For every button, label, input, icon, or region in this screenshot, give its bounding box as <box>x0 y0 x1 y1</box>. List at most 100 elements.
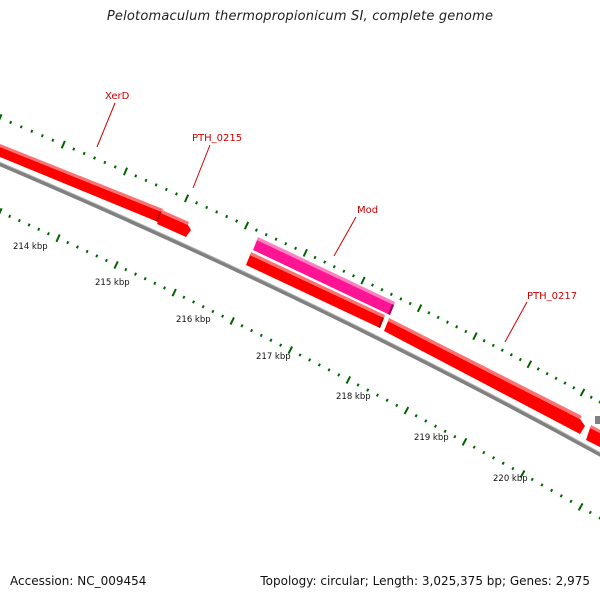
outer-track-major-tick <box>122 167 129 176</box>
inner-track-minor-tick <box>424 419 428 423</box>
inner-tick-track <box>0 207 600 520</box>
inner-track-minor-tick <box>511 466 515 471</box>
outer-track-minor-tick <box>154 183 158 187</box>
outer-track-minor-tick <box>205 205 209 210</box>
inner-track-minor-tick <box>37 227 41 232</box>
outer-track-minor-tick <box>589 395 593 399</box>
outer-track-minor-tick <box>51 138 55 142</box>
inner-track-major-tick <box>113 260 119 270</box>
inner-track-minor-tick <box>153 281 157 286</box>
kbp-label-216: 216 kbp <box>176 315 211 325</box>
outer-track-minor-tick <box>482 339 486 343</box>
inner-track-minor-tick <box>472 445 476 449</box>
inner-track-minor-tick <box>588 510 592 515</box>
inner-track-minor-tick <box>443 429 447 434</box>
inner-track-minor-tick <box>17 218 21 223</box>
inner-track-minor-tick <box>124 267 128 272</box>
outer-track-minor-tick <box>113 165 117 169</box>
outer-track-major-tick <box>360 276 366 285</box>
inner-track-minor-tick <box>375 393 379 397</box>
inner-track-minor-tick <box>385 398 389 402</box>
inner-track-minor-tick <box>250 328 254 333</box>
mod-leader <box>333 216 357 257</box>
inner-track-minor-tick <box>395 403 399 408</box>
outer-track-minor-tick <box>9 120 13 125</box>
inner-track-major-tick <box>55 234 61 243</box>
gene-mod[interactable] <box>253 237 395 315</box>
inner-track-minor-tick <box>540 483 544 487</box>
gene-label-pth0215: PTH_0215 <box>192 133 242 144</box>
outer-track-minor-tick <box>144 178 148 183</box>
inner-track-minor-tick <box>221 314 225 318</box>
outer-track-minor-tick <box>103 160 107 165</box>
outer-track-minor-tick <box>342 269 346 273</box>
outer-track-major-tick <box>416 304 423 313</box>
inner-track-minor-tick <box>433 424 437 428</box>
xerd-leader <box>96 102 116 148</box>
outer-track-minor-tick <box>82 151 86 156</box>
inner-track-minor-tick <box>366 388 370 392</box>
outer-track-minor-tick <box>215 210 219 214</box>
inner-track-minor-tick <box>453 434 457 439</box>
outer-track-minor-tick <box>313 255 317 260</box>
outer-track-minor-tick <box>134 174 138 178</box>
inner-track-major-tick <box>403 406 410 415</box>
inner-track-major-tick <box>461 437 468 446</box>
inner-track-minor-tick <box>482 450 486 455</box>
outer-track-minor-tick <box>464 329 468 334</box>
outer-track-minor-tick <box>554 376 558 381</box>
inner-track-minor-tick <box>46 231 50 236</box>
inner-track-minor-tick <box>211 309 215 314</box>
inner-track-minor-tick <box>569 499 573 504</box>
genome-backbone-highlight <box>0 161 600 454</box>
outer-track-minor-tick <box>536 367 540 371</box>
outer-track-minor-tick <box>30 129 34 133</box>
inner-track-minor-tick <box>182 295 186 299</box>
outer-track-minor-tick <box>274 237 278 241</box>
inner-track-minor-tick <box>559 494 563 498</box>
inner-track-minor-tick <box>85 249 89 254</box>
gene-next[interactable] <box>586 425 600 452</box>
kbp-label-217: 217 kbp <box>256 352 291 362</box>
gene-xerd[interactable] <box>0 142 163 222</box>
inner-track-minor-tick <box>192 300 196 304</box>
outer-track-major-tick <box>243 221 250 230</box>
inner-track-minor-tick <box>279 343 283 347</box>
genome-backbone <box>0 162 600 457</box>
outer-track-minor-tick <box>408 301 412 306</box>
inner-track-minor-tick <box>317 363 321 367</box>
gene-pth0215[interactable] <box>157 210 191 237</box>
inner-track-minor-tick <box>75 245 79 249</box>
outer-track-minor-tick <box>572 386 576 390</box>
inner-track-minor-tick <box>269 338 273 342</box>
outer-track-minor-tick <box>509 353 513 357</box>
outer-track-minor-tick <box>427 311 431 315</box>
kbp-label-218: 218 kbp <box>336 392 371 402</box>
genome-title: Pelotomaculum thermopropionicum SI, comp… <box>106 9 494 24</box>
inner-track-major-tick <box>577 502 584 511</box>
inner-track-minor-tick <box>104 258 108 263</box>
outer-track-minor-tick <box>370 283 375 287</box>
gene-pth0216[interactable] <box>246 252 385 328</box>
inner-track-minor-tick <box>259 333 263 338</box>
gene-pth0217[interactable] <box>384 318 585 434</box>
inner-track-minor-tick <box>240 324 244 328</box>
outer-track-minor-tick <box>563 381 567 385</box>
inner-track-minor-tick <box>27 223 31 227</box>
outer-track-minor-tick <box>164 187 168 192</box>
gene-grey-fragment <box>595 416 600 424</box>
outer-track-minor-tick <box>491 343 495 348</box>
inner-track-minor-tick <box>8 214 12 218</box>
inner-track-minor-tick <box>201 304 205 309</box>
gene-label-mod: Mod <box>357 205 378 216</box>
inner-track-minor-tick <box>337 373 341 377</box>
outer-track-minor-tick <box>174 192 178 196</box>
outer-track-minor-tick <box>72 147 76 151</box>
outer-track-minor-tick <box>399 297 403 301</box>
inner-track-major-tick <box>229 316 235 325</box>
outer-track-minor-tick <box>225 214 229 219</box>
inner-track-minor-tick <box>162 286 167 290</box>
inner-track-major-tick <box>287 346 293 355</box>
kbp-label-220: 220 kbp <box>493 474 528 484</box>
